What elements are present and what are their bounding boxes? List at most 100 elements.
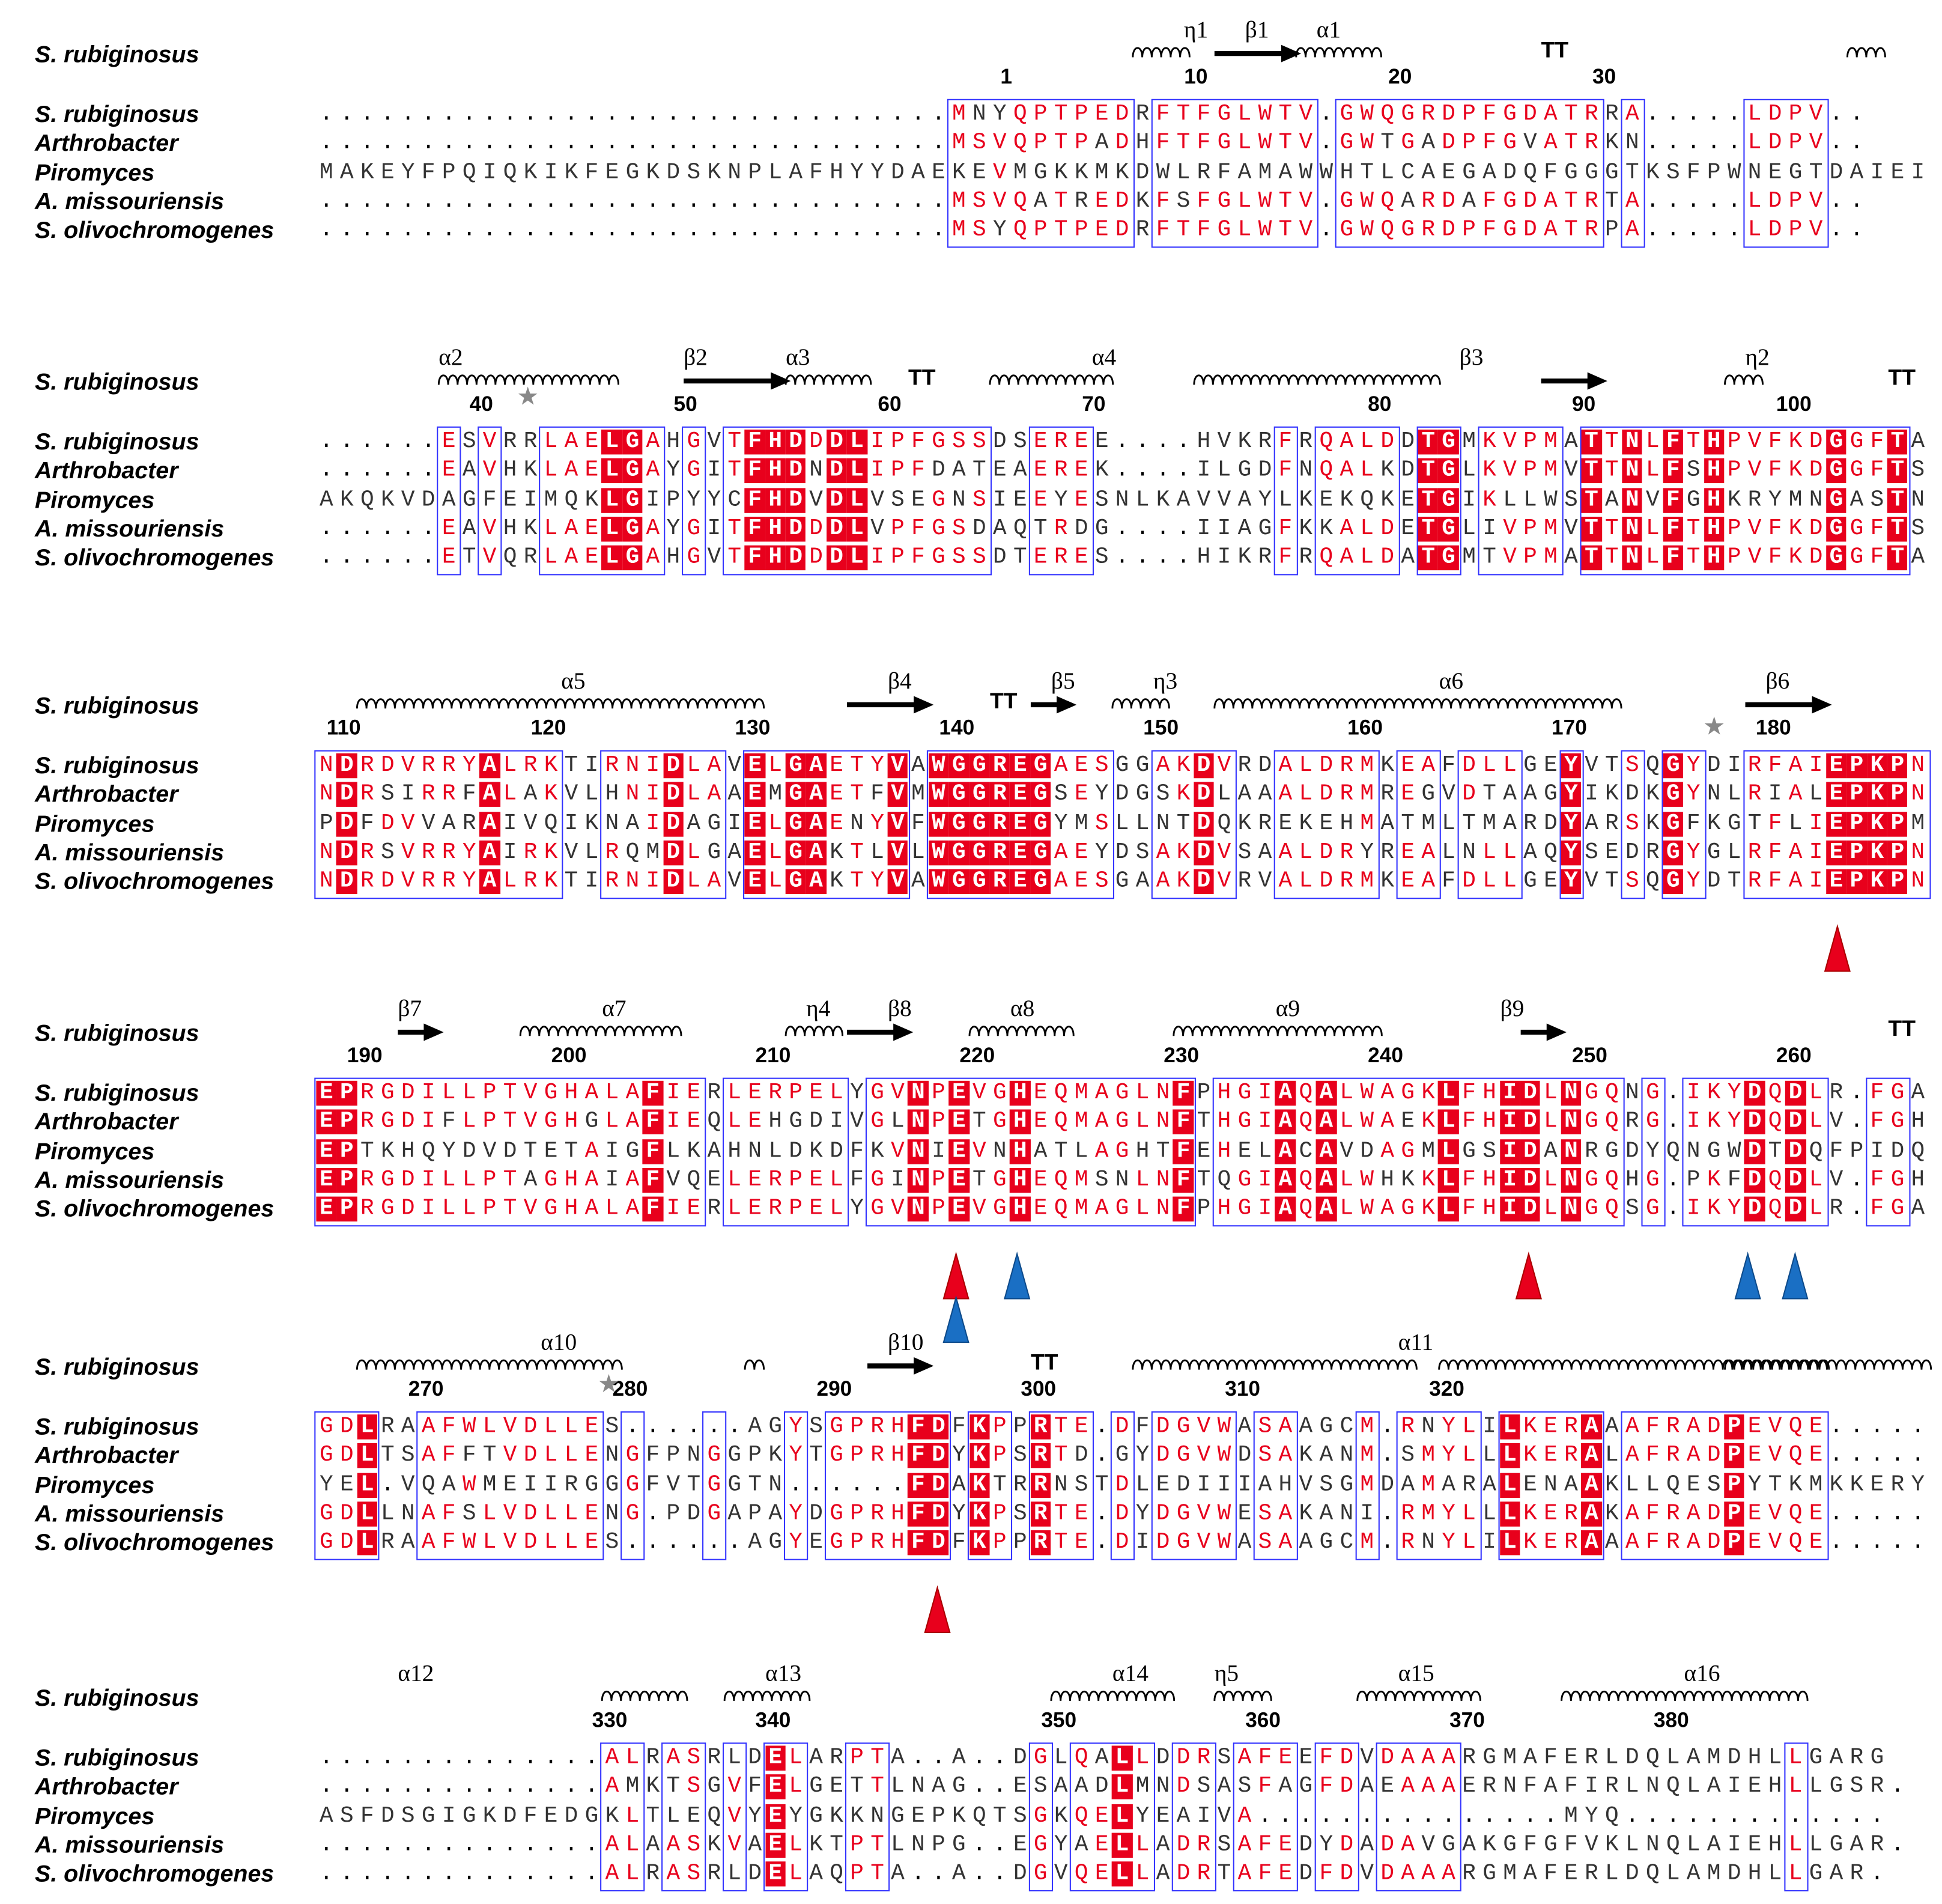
- residue: S: [1074, 1472, 1088, 1498]
- residue: A: [1605, 1414, 1619, 1440]
- residue: V: [503, 1443, 517, 1468]
- residue: E: [830, 753, 843, 779]
- residue: K: [830, 840, 843, 866]
- residue: Q: [1319, 429, 1334, 455]
- residue: A: [1544, 218, 1558, 243]
- residue: G: [462, 487, 476, 512]
- residue: E: [1010, 753, 1031, 779]
- residue: T: [973, 458, 986, 484]
- residue: K: [1340, 487, 1354, 512]
- residue: .: [1360, 1804, 1374, 1829]
- residue: K: [1319, 516, 1334, 542]
- residue: L: [442, 1080, 456, 1106]
- similarity-box: [1355, 1411, 1380, 1560]
- residue: T: [564, 753, 578, 779]
- residue: .: [830, 218, 843, 243]
- residue: L: [1625, 1472, 1639, 1498]
- similarity-box: [600, 750, 727, 899]
- residue: A: [1581, 1443, 1602, 1468]
- residue: .: [992, 1774, 1007, 1800]
- residue: L: [1645, 516, 1660, 542]
- residue: I: [584, 753, 599, 779]
- residue: .: [544, 218, 558, 243]
- residue: L: [1054, 1745, 1068, 1771]
- residue: D: [1401, 458, 1415, 484]
- residue: Q: [564, 487, 578, 512]
- residue: K: [969, 1472, 990, 1498]
- residue: L: [891, 1833, 905, 1858]
- residue: T: [1360, 160, 1374, 185]
- residue: G: [1829, 1833, 1843, 1858]
- residue: G: [687, 546, 701, 571]
- residue: E: [1544, 1501, 1558, 1527]
- residue: A: [1054, 869, 1068, 895]
- residue: T: [564, 1139, 578, 1164]
- similarity-box: [416, 1411, 604, 1560]
- residue: N: [1561, 1167, 1582, 1193]
- residue: .: [727, 1414, 742, 1440]
- residue: .: [748, 189, 762, 214]
- residue: L: [544, 458, 558, 484]
- residue: .: [1849, 1501, 1864, 1527]
- residue: D: [1520, 1080, 1541, 1106]
- residue: G: [687, 516, 701, 542]
- residue: S: [1258, 1530, 1272, 1556]
- residue: F: [744, 516, 765, 542]
- residue: K: [605, 1804, 619, 1829]
- residue: R: [870, 1530, 884, 1556]
- residue: G: [1826, 458, 1846, 484]
- residue: P: [891, 516, 905, 542]
- residue: A: [401, 1414, 415, 1440]
- residue: R: [523, 869, 538, 895]
- residue: Q: [830, 1861, 843, 1887]
- residue: M: [1258, 160, 1272, 185]
- residue: Q: [1013, 516, 1027, 542]
- residue: L: [1645, 458, 1660, 484]
- residue: S: [687, 1745, 701, 1771]
- residue: S: [687, 1861, 701, 1887]
- residue: A: [1237, 160, 1252, 185]
- residue: K: [1605, 782, 1619, 808]
- residue: E: [687, 1080, 701, 1106]
- residue: D: [1744, 1080, 1765, 1106]
- residue: R: [1645, 840, 1660, 866]
- residue: P: [1846, 869, 1867, 895]
- residue: A: [1319, 1501, 1334, 1527]
- residue: K: [523, 458, 538, 484]
- residue: A: [1482, 160, 1496, 185]
- residue: E: [1094, 1804, 1109, 1829]
- residue: E: [687, 1110, 701, 1135]
- residue: Q: [973, 1804, 986, 1829]
- residue: F: [1768, 429, 1782, 455]
- residue: A: [789, 160, 803, 185]
- residue: A: [1299, 1530, 1313, 1556]
- residue-number: 240: [1368, 1043, 1403, 1068]
- species-label: Piromyces: [35, 1804, 155, 1830]
- residue: D: [1115, 1530, 1129, 1556]
- residue: G: [1707, 840, 1721, 866]
- residue: A: [646, 516, 660, 542]
- residue: V: [421, 811, 435, 836]
- residue: K: [1727, 487, 1741, 512]
- residue: L: [1645, 429, 1660, 455]
- residue: G: [1094, 516, 1109, 542]
- residue: N: [1622, 516, 1643, 542]
- ss-label: η4: [806, 996, 831, 1023]
- residue: A: [584, 1080, 599, 1106]
- residue: Q: [1666, 1472, 1680, 1498]
- residue: G: [768, 1414, 782, 1440]
- residue: A: [1135, 869, 1150, 895]
- residue: G: [1217, 189, 1231, 214]
- similarity-box: [723, 1077, 849, 1227]
- similarity-box: [1028, 1411, 1094, 1560]
- star-marker: ★: [517, 382, 539, 411]
- residue: D: [1785, 1080, 1806, 1106]
- residue: T: [1013, 546, 1027, 571]
- residue: G: [1686, 487, 1701, 512]
- residue: D: [340, 1530, 354, 1556]
- residue: .: [1829, 189, 1843, 214]
- residue: .: [932, 131, 945, 156]
- residue: V: [482, 516, 497, 542]
- residue: R: [462, 811, 476, 836]
